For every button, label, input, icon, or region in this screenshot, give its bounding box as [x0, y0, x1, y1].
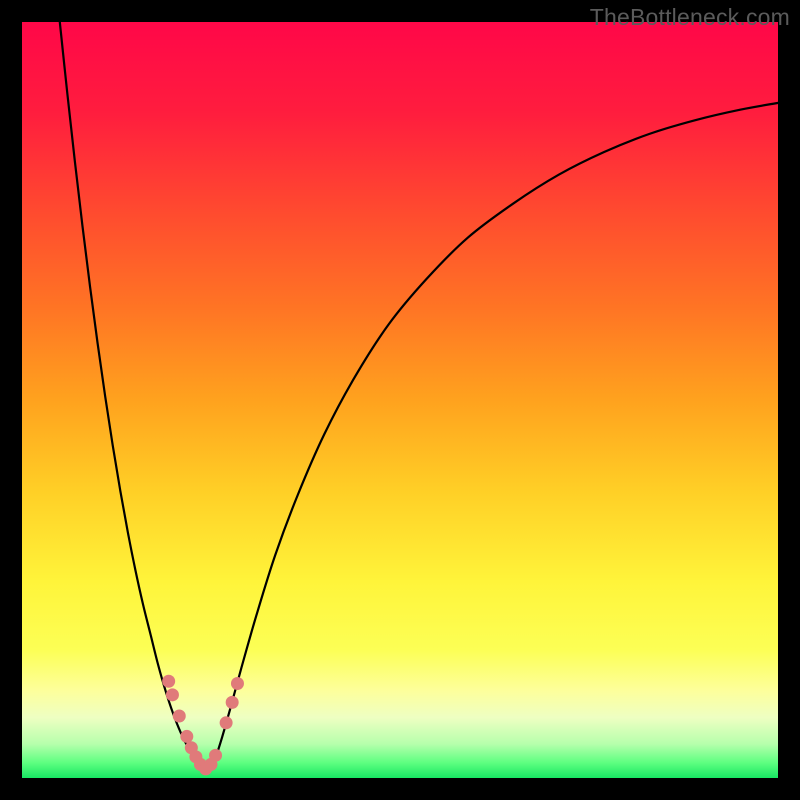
- data-marker: [162, 675, 175, 688]
- data-marker: [231, 677, 244, 690]
- gradient-background: [22, 22, 778, 778]
- data-marker: [166, 688, 179, 701]
- data-marker: [220, 716, 233, 729]
- chart-svg: [0, 0, 800, 800]
- data-marker: [226, 696, 239, 709]
- data-marker: [180, 730, 193, 743]
- data-marker: [209, 749, 222, 762]
- bottleneck-chart: TheBottleneck.com: [0, 0, 800, 800]
- data-marker: [173, 710, 186, 723]
